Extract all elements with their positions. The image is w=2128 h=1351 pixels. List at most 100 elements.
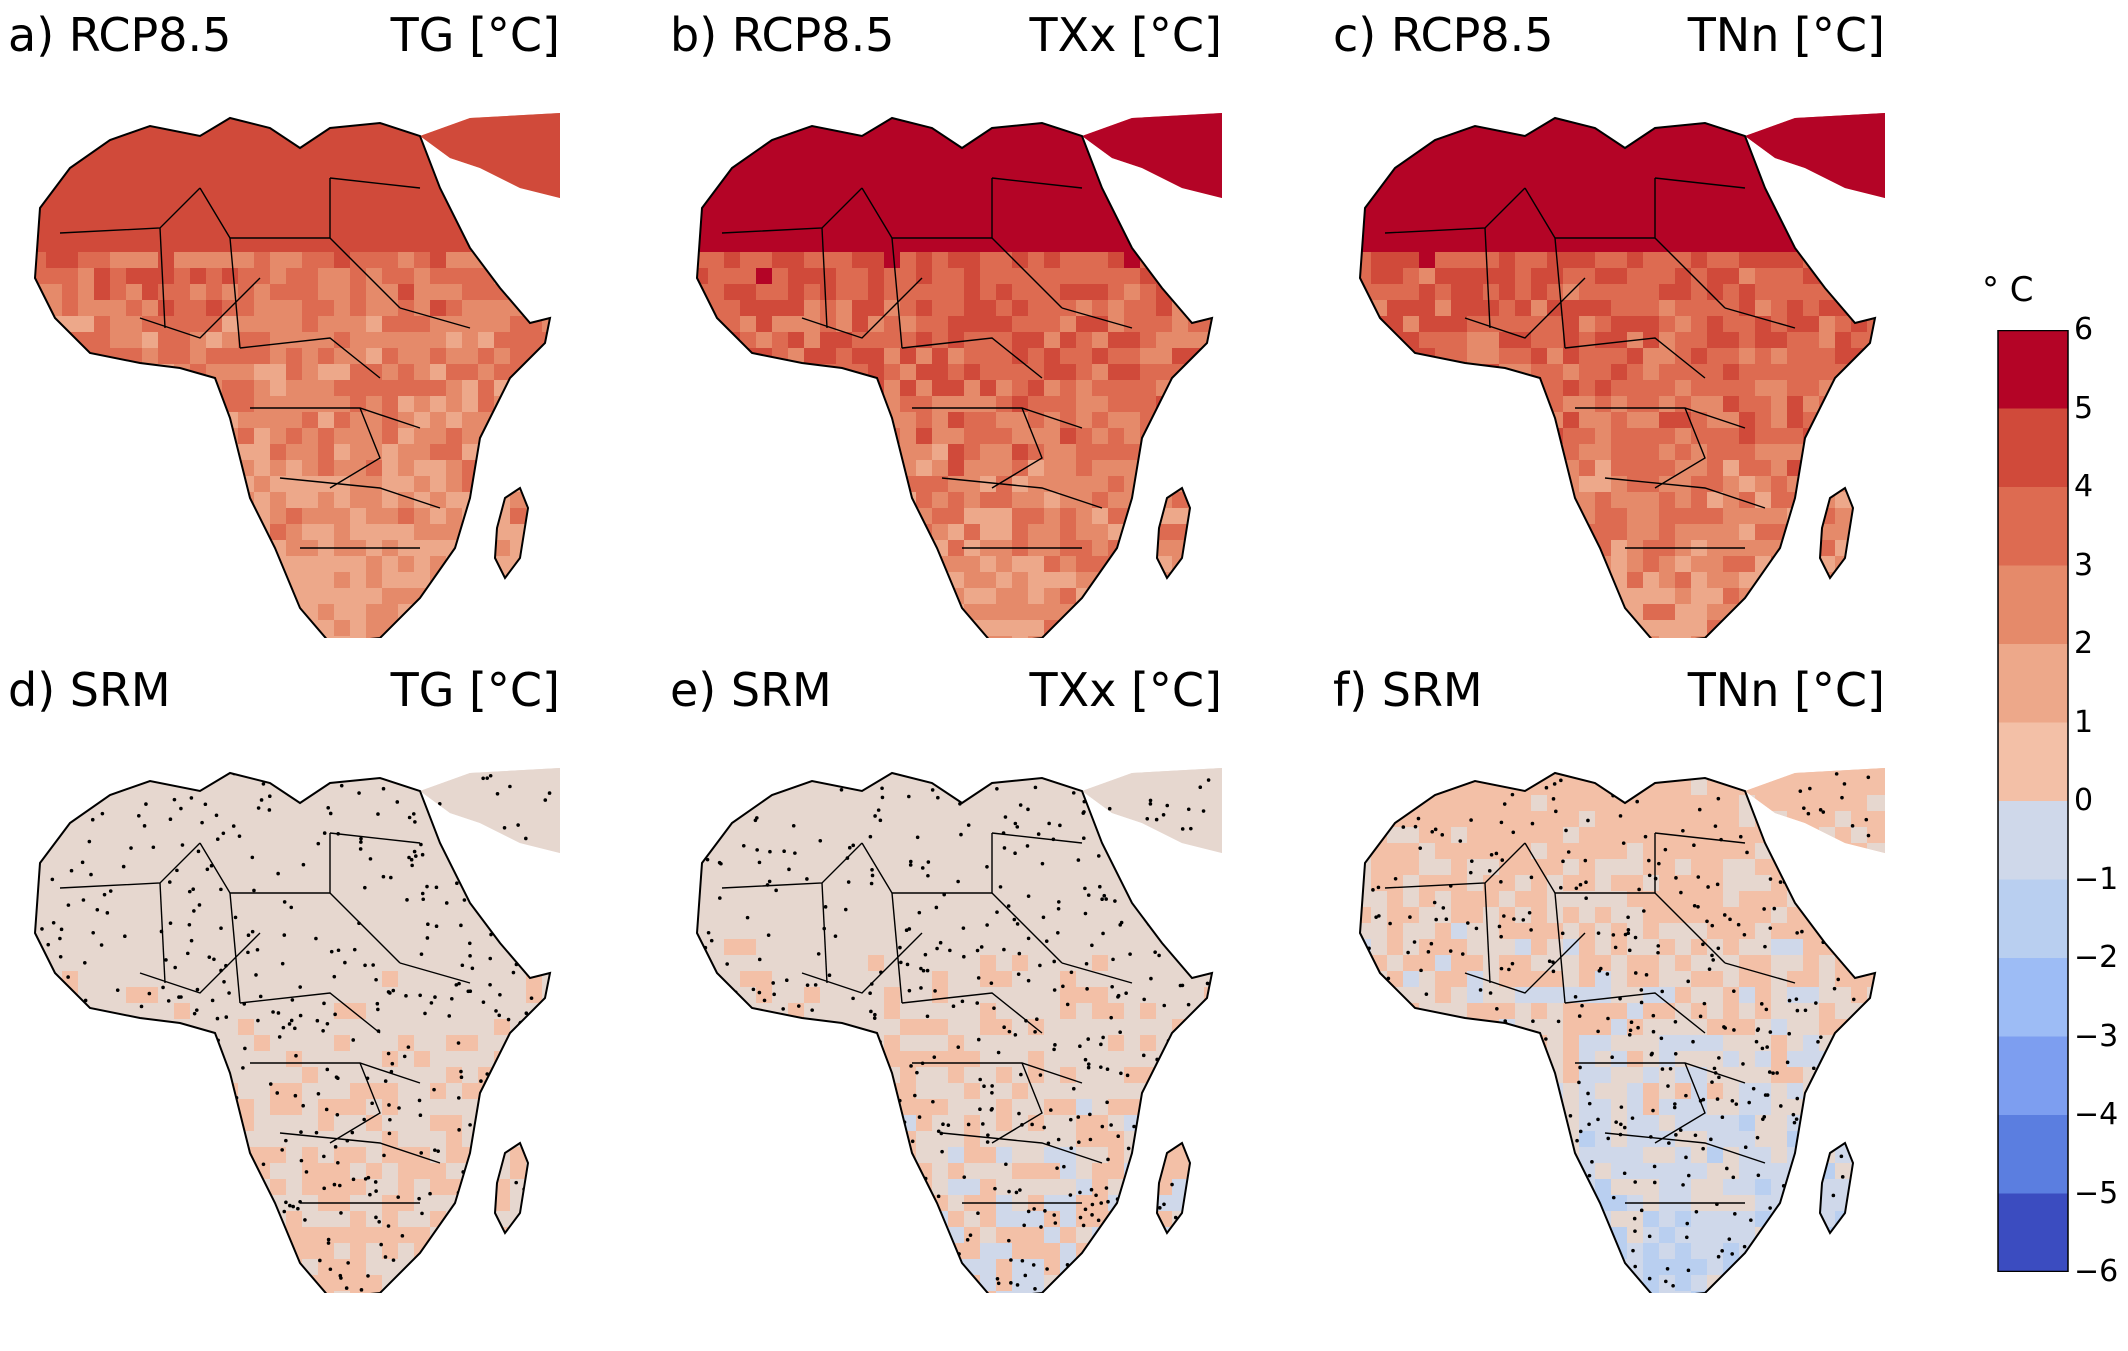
country-border [1604, 1132, 1766, 1164]
africa-map [1358, 113, 1885, 638]
country-border [1464, 277, 1586, 339]
country-border [991, 832, 1083, 844]
country-border [821, 227, 828, 329]
country-border [239, 337, 381, 379]
country-border [329, 832, 421, 844]
country-border [229, 237, 241, 349]
country-border [991, 892, 1063, 964]
map-panel-1: a) RCP8.5 TG [°C] [0, 0, 560, 640]
panel-label: f) SRM [1333, 663, 1483, 717]
temperature-field [697, 768, 1222, 1293]
map-panel-5: e) SRM TXx [°C] [662, 655, 1222, 1295]
panel-label: a) RCP8.5 [8, 8, 232, 62]
colorbar-tick-label: 5 [2074, 390, 2094, 426]
africa-coastline [695, 771, 1214, 1293]
country-border [941, 477, 1103, 509]
temperature-field [1360, 768, 1885, 1293]
country-border [1061, 307, 1133, 329]
temperature-field [35, 113, 560, 638]
colorbar-segment [1998, 1193, 2068, 1272]
country-border [399, 962, 471, 984]
colorbar-scale [1997, 330, 2069, 1272]
country-border [801, 932, 923, 994]
colorbar-tick-label: 1 [2074, 704, 2094, 740]
colorbar-segment [1998, 408, 2068, 488]
colorbar-segment [1998, 958, 2068, 1037]
country-border [941, 1132, 1103, 1164]
country-border [1654, 832, 1746, 844]
country-border [1554, 892, 1566, 1004]
temperature-field [697, 113, 1222, 638]
africa-map [695, 113, 1222, 638]
country-border [329, 1062, 381, 1144]
colorbar-tick-label: 0 [2074, 783, 2094, 818]
country-border [1654, 407, 1706, 489]
country-border [229, 892, 241, 1004]
country-border [399, 307, 471, 329]
map-panel-2: b) RCP8.5 TXx [°C] [662, 0, 1222, 640]
panel-title: f) SRM TNn [°C] [1325, 655, 1885, 725]
country-border [1061, 962, 1133, 984]
colorbar-tick-label: −6 [2074, 1254, 2119, 1289]
country-border [329, 177, 421, 189]
africa-map [695, 768, 1222, 1293]
colorbar-segment [1998, 644, 2068, 723]
country-border [329, 892, 401, 964]
colorbar-segment [1998, 1115, 2068, 1194]
map-panel-3: c) RCP8.5 TNn [°C] [1325, 0, 1885, 640]
country-border [1724, 307, 1796, 329]
africa-coastline [33, 116, 552, 638]
country-border [991, 407, 1043, 489]
panel-label: b) RCP8.5 [670, 8, 895, 62]
country-border [239, 992, 381, 1034]
panel-title: b) RCP8.5 TXx [°C] [662, 0, 1222, 70]
country-border [279, 1132, 441, 1164]
country-border [891, 237, 903, 349]
panel-variable: TG [°C] [390, 8, 560, 62]
madagascar-coastline [1818, 486, 1855, 580]
country-border [159, 882, 166, 984]
madagascar-coastline [1155, 486, 1192, 580]
panel-variable: TG [°C] [390, 663, 560, 717]
panel-title: d) SRM TG [°C] [0, 655, 560, 725]
map-panel-4: d) SRM TG [°C] [0, 655, 560, 1295]
panel-title: e) SRM TXx [°C] [662, 655, 1222, 725]
colorbar-tick-label: 3 [2074, 547, 2094, 583]
country-border [1564, 337, 1706, 379]
colorbar-tick-label: 2 [2074, 626, 2094, 661]
country-border [1654, 237, 1726, 309]
country-border [1484, 227, 1491, 329]
panel-variable: TNn [°C] [1687, 8, 1885, 62]
colorbar-tick-label: −4 [2074, 1097, 2119, 1132]
panel-title: a) RCP8.5 TG [°C] [0, 0, 560, 70]
country-border [991, 1062, 1043, 1144]
colorbar-segment [1998, 879, 2068, 959]
madagascar-coastline [493, 1141, 530, 1235]
madagascar-coastline [1155, 1141, 1192, 1235]
country-border [139, 932, 261, 994]
colorbar-segment [1998, 330, 2068, 409]
country-border [1464, 932, 1586, 994]
panel-label: e) SRM [670, 663, 832, 717]
country-border [891, 892, 903, 1004]
colorbar-tick-label: −5 [2074, 1175, 2119, 1211]
africa-coastline [1358, 771, 1877, 1293]
panel-variable: TXx [°C] [1029, 663, 1222, 717]
country-border [991, 177, 1083, 189]
country-border [801, 277, 923, 339]
country-border [1484, 882, 1491, 984]
country-border [159, 227, 166, 329]
temperature-field [1360, 113, 1885, 638]
country-border [901, 992, 1043, 1034]
africa-map [33, 113, 560, 638]
country-border [1604, 477, 1766, 509]
country-border [279, 477, 441, 509]
panel-title: c) RCP8.5 TNn [°C] [1325, 0, 1885, 70]
colorbar-segment [1998, 565, 2068, 645]
panel-label: c) RCP8.5 [1333, 8, 1554, 62]
africa-map [1358, 768, 1885, 1293]
country-border [139, 277, 261, 339]
country-border [1654, 1062, 1706, 1144]
country-border [1654, 892, 1726, 964]
madagascar-coastline [493, 486, 530, 580]
